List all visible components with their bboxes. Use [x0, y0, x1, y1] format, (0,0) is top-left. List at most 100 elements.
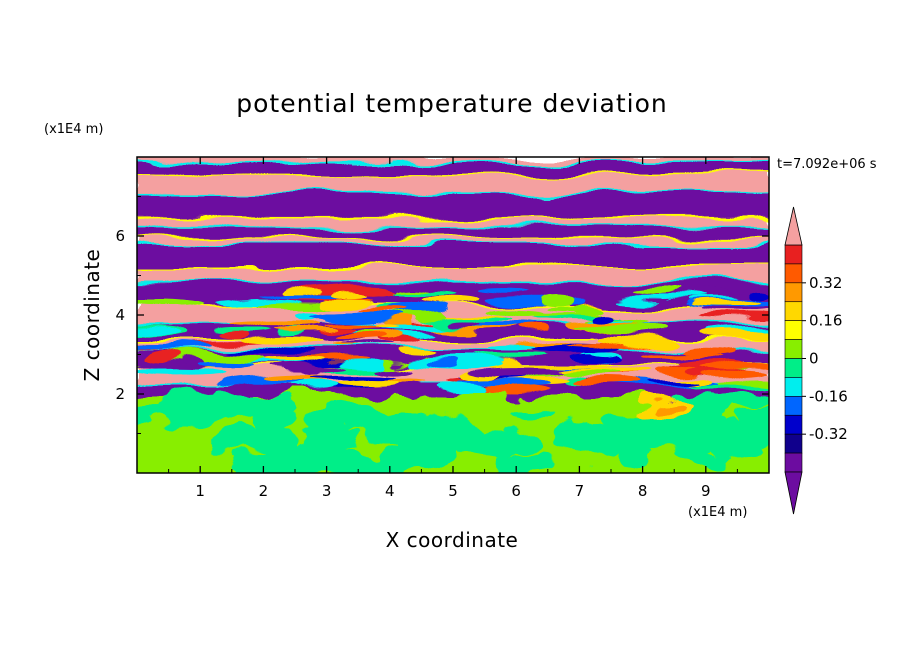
field-streak — [302, 285, 400, 297]
field-streak — [137, 297, 202, 309]
field-band — [137, 245, 769, 266]
field-streak — [285, 289, 324, 297]
colorbar-segment — [784, 414, 803, 435]
colorbar-max-arrow — [784, 206, 803, 246]
mixed-layer-eddy — [137, 411, 191, 427]
field-streak — [703, 363, 769, 370]
x-axis-unit: (x1E4 m) — [688, 505, 747, 520]
field-streak — [691, 385, 769, 391]
chart-title: potential temperature deviation — [236, 89, 667, 118]
colorbar-segment — [784, 433, 803, 454]
field-streak — [488, 344, 535, 351]
field-streak — [264, 356, 327, 362]
mixed-layer-eddy — [246, 406, 295, 428]
field-streak — [307, 311, 403, 323]
field-streak — [394, 289, 461, 295]
mixed-layer-eddy — [716, 432, 768, 455]
field-streak — [194, 361, 252, 369]
colorbar-min-arrow — [784, 471, 803, 515]
field-streak — [332, 293, 368, 300]
field-streak — [258, 295, 355, 300]
field-streak — [421, 294, 482, 305]
x-tick-label: 2 — [259, 482, 269, 500]
mixed-layer-eddy — [682, 392, 769, 413]
field-streak — [487, 307, 548, 316]
field-streak — [747, 292, 769, 302]
field-band-edge — [137, 174, 769, 176]
field-streak — [561, 370, 621, 377]
field-streak — [615, 294, 710, 300]
x-tick-label: 7 — [575, 482, 585, 500]
mixed-layer-eddy — [232, 455, 331, 473]
field-streak — [484, 382, 550, 392]
colorbar-segment — [784, 339, 803, 359]
field-streak — [137, 325, 182, 335]
z-axis-unit: (x1E4 m) — [44, 122, 103, 137]
field-streak — [632, 287, 682, 295]
field-streak — [458, 378, 552, 385]
field-band — [137, 162, 769, 175]
y-tick-label: 6 — [115, 227, 125, 245]
x-tick-label: 3 — [322, 482, 332, 500]
y-tick-label: 4 — [115, 306, 125, 324]
mixed-layer-eddy — [363, 451, 429, 465]
field-streak — [546, 305, 598, 310]
field-streak — [443, 320, 477, 328]
field-streak — [219, 332, 248, 340]
field-streak — [536, 295, 574, 306]
x-tick-label: 8 — [638, 482, 648, 500]
field-streak — [137, 368, 224, 377]
field-streak — [137, 342, 210, 350]
colorbar-segment — [784, 377, 803, 397]
field-streak — [232, 320, 319, 327]
field-band — [137, 226, 769, 237]
field-band-edge — [137, 193, 769, 195]
field-streak — [594, 352, 617, 358]
field-streak — [322, 324, 380, 329]
x-axis-label: X coordinate — [386, 528, 519, 552]
mixed-layer-eddy — [221, 423, 293, 445]
field-band-edge — [137, 339, 769, 341]
field-band-edge — [137, 304, 769, 307]
field-streak — [702, 370, 769, 379]
field-streak — [335, 333, 384, 341]
field-streak — [691, 300, 764, 307]
field-streak — [292, 380, 342, 388]
x-tick-label: 9 — [701, 482, 711, 500]
field-streak — [646, 380, 702, 386]
mixed-layer-eddy — [490, 459, 556, 472]
field-streak — [319, 299, 372, 309]
colorbar: 0.32 0.16 0 -0.16 -0.32 — [784, 206, 848, 515]
mixed-layer-eddy — [403, 415, 487, 456]
field-streak — [340, 377, 399, 386]
field-band-edge — [137, 217, 769, 219]
colorbar-label: 0 — [809, 350, 819, 368]
x-tick-label: 6 — [511, 482, 521, 500]
field-streak — [373, 322, 399, 328]
field-streak — [410, 357, 504, 369]
colorbar-label: 0.32 — [809, 274, 842, 292]
field-band-edge — [137, 243, 769, 246]
colorbar-segment — [784, 320, 803, 340]
field-streak — [371, 364, 414, 374]
field-streak — [306, 373, 396, 379]
colorbar-segment — [784, 263, 803, 284]
colorbar-segment — [784, 358, 803, 378]
field-streak — [146, 351, 182, 362]
field-band-edge — [137, 236, 769, 238]
colorbar-segment — [784, 301, 803, 321]
field-streak — [474, 353, 554, 359]
x-tick-label: 5 — [448, 482, 458, 500]
field-streak — [739, 329, 769, 341]
colorbar-label: 0.16 — [809, 312, 842, 330]
colorbar-segment — [784, 244, 803, 265]
field-streak — [400, 349, 438, 357]
field-band-edge — [137, 224, 769, 227]
y-tick-label: 2 — [115, 385, 125, 403]
x-tick-label: 1 — [195, 482, 205, 500]
field-band-edge — [137, 348, 769, 351]
field-streak — [511, 326, 549, 334]
field-streak — [700, 314, 769, 320]
colorbar-segment — [784, 396, 803, 416]
field-streak — [597, 337, 680, 348]
